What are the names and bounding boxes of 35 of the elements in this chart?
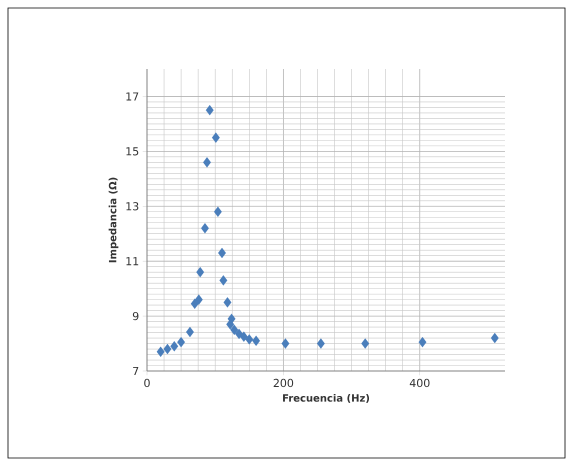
point <box>230 324 238 336</box>
point <box>418 336 426 348</box>
point <box>490 332 499 344</box>
y-axis-title: Impedancia (Ω) <box>108 178 118 262</box>
point <box>194 294 203 305</box>
point <box>206 104 214 116</box>
point <box>201 223 209 234</box>
point <box>156 346 165 357</box>
x-axis-title: Frecuencia (Hz) <box>283 394 370 403</box>
x-tick-label: 400 <box>410 378 430 388</box>
y-tick-label: 9 <box>132 312 138 320</box>
point <box>361 338 370 349</box>
point <box>240 331 248 342</box>
x-tick-label: 0 <box>144 378 150 388</box>
point <box>218 248 226 258</box>
point <box>196 266 204 278</box>
y-tick-label: 13 <box>126 202 138 210</box>
y-tick-label: 17 <box>126 92 138 100</box>
point <box>212 132 220 143</box>
point <box>252 336 260 346</box>
y-tick-label: 11 <box>126 257 138 266</box>
y-tick-label: 7 <box>133 366 138 376</box>
point <box>214 206 222 217</box>
y-tick-label: 15 <box>126 147 138 156</box>
point <box>316 338 325 349</box>
point <box>245 334 254 345</box>
point <box>186 326 194 338</box>
point <box>203 157 211 168</box>
point <box>219 275 228 286</box>
point <box>224 297 232 308</box>
x-tick-label: 200 <box>274 378 294 388</box>
point <box>177 336 186 348</box>
point <box>170 341 178 352</box>
point <box>164 344 172 354</box>
point <box>281 338 290 349</box>
